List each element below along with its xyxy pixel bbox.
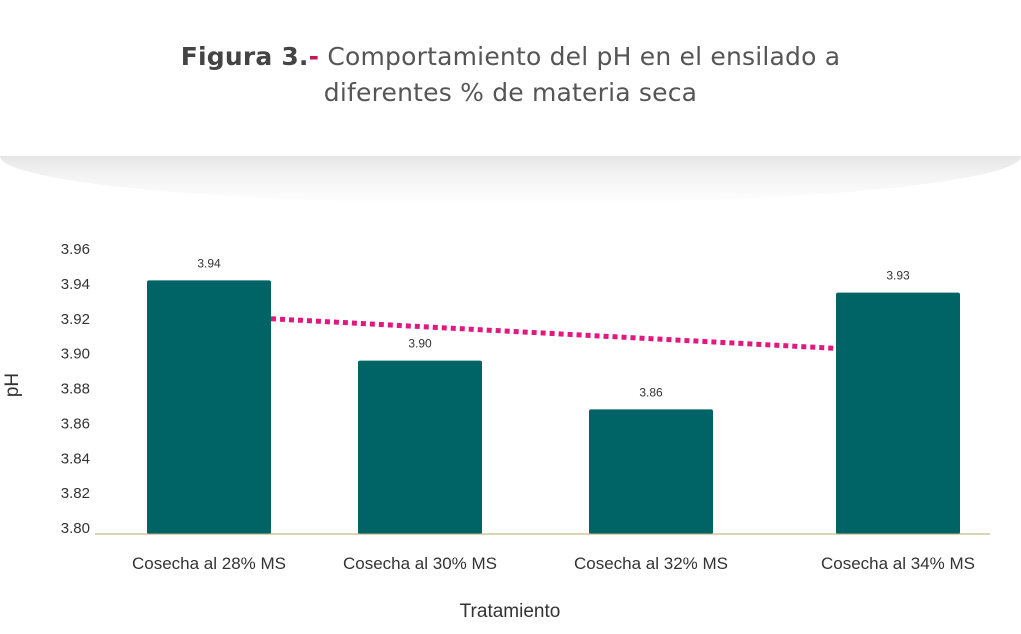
y-axis-title: pH bbox=[2, 373, 23, 397]
y-tick-label: 3.94 bbox=[61, 276, 90, 293]
figure-number: Figura 3.- bbox=[180, 42, 320, 71]
trend-line bbox=[270, 316, 837, 351]
chart-title-line-1: Figura 3.- Comportamiento del pH en el e… bbox=[180, 42, 841, 71]
x-axis-title: Tratamiento bbox=[460, 601, 561, 622]
bar-value-label: 3.90 bbox=[408, 337, 432, 351]
x-category-label: Cosecha al 30% MS bbox=[343, 554, 497, 573]
bar bbox=[836, 292, 960, 534]
x-category-label: Cosecha al 32% MS bbox=[574, 554, 728, 573]
bar-value-label: 3.94 bbox=[197, 256, 221, 270]
y-tick-label: 3.90 bbox=[61, 346, 90, 363]
data-labels: 3.94 3.90 3.86 3.93 bbox=[197, 256, 910, 399]
chart-title-line-2: diferentes % de materia seca bbox=[323, 78, 698, 107]
bar-value-label: 3.86 bbox=[639, 385, 663, 399]
bar bbox=[358, 360, 482, 534]
x-axis-categories: Cosecha al 28% MS Cosecha al 30% MS Cosech… bbox=[132, 554, 975, 573]
y-tick-label: 3.92 bbox=[61, 311, 90, 328]
y-tick-label: 3.82 bbox=[61, 485, 90, 502]
bars bbox=[147, 280, 960, 534]
y-tick-label: 3.84 bbox=[61, 450, 90, 467]
bar bbox=[589, 409, 713, 534]
bar bbox=[147, 280, 271, 534]
title-block: Figura 3.- Comportamiento del pH en el e… bbox=[0, 0, 1021, 158]
y-tick-label: 3.86 bbox=[61, 415, 90, 432]
y-tick-label: 3.96 bbox=[61, 241, 90, 258]
x-category-label: Cosecha al 28% MS bbox=[132, 554, 286, 573]
bar-value-label: 3.93 bbox=[886, 269, 910, 283]
x-category-label: Cosecha al 34% MS bbox=[821, 554, 975, 573]
y-tick-label: 3.80 bbox=[61, 520, 90, 537]
y-axis-ticks: 3.80 3.82 3.84 3.86 3.88 3.90 3.92 3.94 3.96 bbox=[61, 241, 90, 537]
y-tick-label: 3.88 bbox=[61, 381, 90, 398]
